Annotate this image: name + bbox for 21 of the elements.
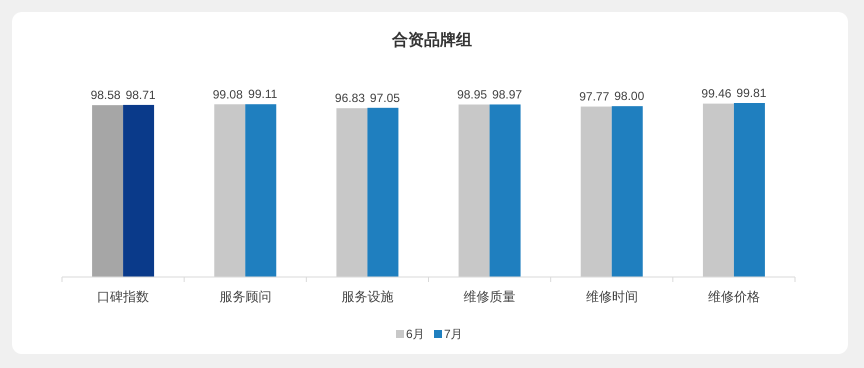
x-tick-label: 口碑指数 (97, 289, 150, 304)
chart-title: 合资品牌组 (391, 31, 472, 49)
data-label: 97.05 (370, 90, 400, 105)
data-label: 98.71 (126, 88, 156, 102)
data-label: 98.58 (90, 88, 121, 102)
x-tick-label: 服务顾问 (219, 289, 272, 304)
legend-label: 6月 (406, 327, 425, 341)
x-tick-label: 服务设施 (341, 289, 394, 304)
data-label: 97.77 (579, 90, 610, 104)
data-label: 99.11 (248, 87, 278, 102)
data-label: 98.00 (614, 89, 645, 104)
data-label: 99.46 (701, 86, 732, 101)
data-label: 98.95 (457, 88, 488, 102)
legend-label: 7月 (444, 327, 463, 341)
x-tick-label: 维修价格 (708, 289, 760, 304)
x-tick-label: 维修质量 (464, 289, 516, 304)
data-label: 96.83 (334, 91, 366, 106)
data-label: 99.08 (212, 87, 244, 102)
x-tick-label: 维修时间 (586, 289, 638, 304)
data-label: 99.81 (736, 86, 767, 100)
data-label: 98.97 (492, 87, 522, 102)
